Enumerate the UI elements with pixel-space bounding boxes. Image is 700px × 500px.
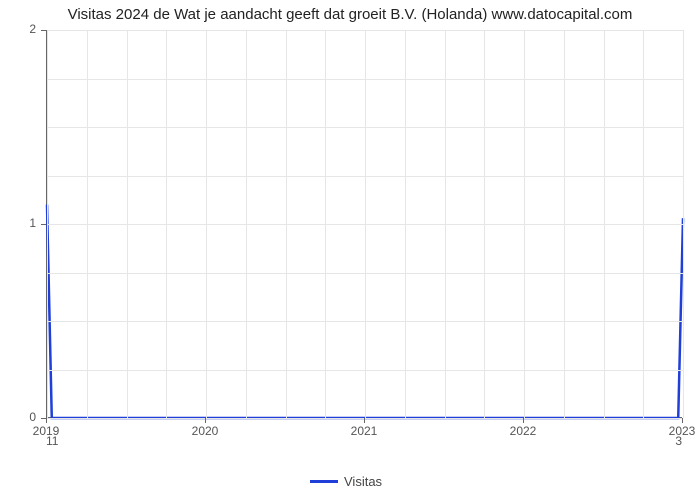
y-tick-mark <box>41 30 46 31</box>
x-tick-mark <box>205 418 206 423</box>
grid-line-horizontal-minor <box>47 79 683 80</box>
grid-line-horizontal-minor <box>47 176 683 177</box>
extra-axis-label: 3 <box>675 434 682 448</box>
legend-swatch <box>310 480 338 483</box>
x-tick-mark <box>364 418 365 423</box>
x-tick-label: 2022 <box>510 424 537 438</box>
grid-line-vertical <box>683 30 684 418</box>
x-tick-label: 2020 <box>192 424 219 438</box>
y-tick-label: 1 <box>0 216 36 230</box>
grid-line-horizontal-minor <box>47 127 683 128</box>
grid-line-horizontal-minor <box>47 321 683 322</box>
grid-line-horizontal-minor <box>47 273 683 274</box>
x-tick-mark <box>46 418 47 423</box>
grid-line-horizontal <box>47 224 683 225</box>
y-tick-label: 2 <box>0 22 36 36</box>
x-tick-mark <box>682 418 683 423</box>
y-tick-label: 0 <box>0 410 36 424</box>
grid-line-horizontal <box>47 418 683 419</box>
y-tick-mark <box>41 418 46 419</box>
legend-label: Visitas <box>344 474 382 489</box>
chart-container: Visitas 2024 de Wat je aandacht geeft da… <box>0 0 700 500</box>
legend: Visitas <box>310 474 382 489</box>
plot-area <box>46 30 682 418</box>
grid-line-horizontal <box>47 30 683 31</box>
y-tick-mark <box>41 224 46 225</box>
x-tick-label: 2021 <box>351 424 378 438</box>
chart-title: Visitas 2024 de Wat je aandacht geeft da… <box>0 6 700 23</box>
grid-line-horizontal-minor <box>47 370 683 371</box>
x-tick-label: 2023 <box>669 424 696 438</box>
x-tick-mark <box>523 418 524 423</box>
extra-axis-label: 11 <box>46 434 58 448</box>
